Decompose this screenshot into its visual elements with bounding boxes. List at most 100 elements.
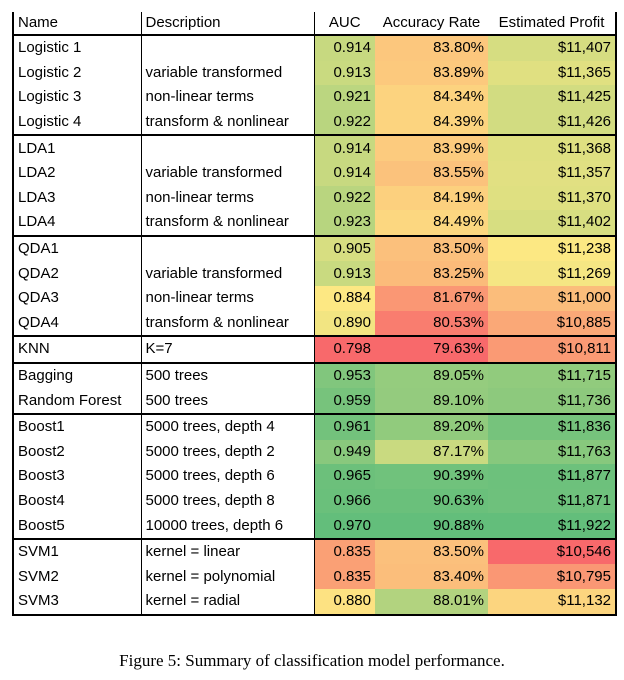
- table-row: Logistic 3 non-linear terms 0.921 84.34% $11…: [12, 85, 617, 110]
- description-cell: transform & nonlinear: [145, 213, 289, 231]
- description-cell: K=7: [141, 335, 314, 363]
- profit-cell: $11,425: [488, 85, 617, 110]
- description-cell: 500 trees: [145, 391, 209, 409]
- model-performance-table: Name Description AUC Accuracy Rate Estim…: [12, 12, 617, 616]
- accuracy-cell: 84.49%: [375, 210, 488, 236]
- accuracy-cell: 84.39%: [375, 109, 488, 136]
- description-cell: non-linear terms: [145, 289, 254, 307]
- auc-cell: 0.959: [313, 388, 375, 414]
- profit-cell: $11,407: [488, 35, 617, 61]
- profit-cell: $11,368: [488, 134, 617, 161]
- accuracy-cell: 90.63%: [375, 488, 488, 514]
- auc-cell: 0.913: [313, 261, 375, 286]
- accuracy-cell: 89.20%: [375, 412, 488, 440]
- accuracy-cell: 90.88%: [375, 513, 488, 539]
- name-cell: KNN: [12, 335, 142, 363]
- auc-cell: 0.905: [313, 234, 375, 262]
- description-cell: kernel = linear: [141, 537, 314, 565]
- profit-cell: $11,238: [488, 234, 617, 262]
- name-cell: Random Forest: [12, 388, 142, 414]
- description-cell: 5000 trees, depth 4: [141, 412, 314, 440]
- auc-cell: 0.914: [313, 160, 375, 186]
- accuracy-cell: 80.53%: [375, 310, 488, 337]
- profit-cell: $11,370: [488, 185, 617, 211]
- name-cell: Boost4: [12, 488, 142, 514]
- table-row: Boost1 5000 trees, depth 4 0.961 89.20% $11,…: [12, 412, 617, 440]
- accuracy-cell: 87.17%: [375, 439, 488, 465]
- accuracy-cell: 88.01%: [375, 589, 488, 616]
- auc-cell: 0.914: [313, 134, 375, 161]
- table-row: Boost4 5000 trees, depth 8 0.966 90.63% $11,…: [12, 488, 617, 514]
- accuracy-cell: 84.19%: [375, 185, 488, 211]
- header-description: Description: [141, 12, 314, 36]
- table-row: QDA3 non-linear terms 0.884 81.67% $11,000: [12, 285, 617, 311]
- profit-cell: $11,000: [488, 285, 617, 311]
- results-table-container: Name Description AUC Accuracy Rate Estim…: [12, 12, 617, 616]
- accuracy-cell: 83.50%: [375, 537, 488, 565]
- profit-cell: $11,715: [488, 361, 617, 389]
- auc-cell: 0.890: [313, 310, 375, 337]
- figure-caption: Figure 5: Summary of classification mode…: [119, 651, 505, 670]
- table-row: Logistic 4 transform & nonlinear 0.922 84.3…: [12, 109, 617, 136]
- profit-cell: $11,836: [488, 412, 617, 440]
- name-cell: SVM1: [12, 537, 142, 565]
- description-cell: kernel = radial: [141, 589, 314, 616]
- profit-cell: $11,871: [488, 488, 617, 514]
- name-cell: SVM3: [12, 589, 142, 616]
- auc-cell: 0.970: [313, 513, 375, 539]
- table-row: Boost3 5000 trees, depth 6 0.965 90.39% $11,…: [12, 464, 617, 489]
- auc-cell: 0.880: [313, 589, 375, 616]
- profit-cell: $11,877: [488, 464, 617, 489]
- accuracy-cell: 79.63%: [375, 335, 488, 363]
- name-cell: LDA2: [12, 160, 142, 186]
- table-row: Bagging 500 trees 0.953 89.05% $11,715: [12, 361, 617, 389]
- auc-cell: 0.949: [313, 439, 375, 465]
- description-cell: transform & nonlinear: [145, 113, 289, 131]
- profit-cell: $10,546: [488, 537, 617, 565]
- auc-cell: 0.953: [313, 361, 375, 389]
- table-row: Boost5 10000 trees, depth 6 0.970 90.88% $11…: [12, 513, 617, 539]
- table-row: SVM3 kernel = radial 0.880 88.01% $11,132: [12, 589, 617, 616]
- table-row: Logistic 2 variable transformed 0.913 83.89…: [12, 60, 617, 86]
- auc-cell: 0.914: [313, 35, 375, 61]
- table-row: QDA4 transform & nonlinear 0.890 80.53% $10,…: [12, 310, 617, 337]
- profit-cell: $10,885: [488, 310, 617, 337]
- profit-cell: $11,132: [488, 589, 617, 616]
- description-cell: non-linear terms: [145, 188, 254, 206]
- accuracy-cell: 83.99%: [375, 134, 488, 161]
- description-cell: variable transformed: [145, 164, 283, 182]
- name-cell: Boost2: [12, 439, 142, 465]
- name-cell: Logistic 2: [12, 60, 142, 86]
- auc-cell: 0.835: [313, 564, 375, 590]
- header-profit: Estimated Profit: [488, 12, 617, 36]
- accuracy-cell: 90.39%: [375, 464, 488, 489]
- name-cell: SVM2: [12, 564, 142, 590]
- name-cell: LDA1: [12, 134, 142, 161]
- name-cell: Logistic 1: [12, 35, 142, 61]
- profit-cell: $11,922: [488, 513, 617, 539]
- name-cell: Bagging: [12, 361, 142, 389]
- profit-cell: $11,763: [488, 439, 617, 465]
- profit-cell: $11,402: [488, 210, 617, 236]
- table-row: SVM2 kernel = polynomial 0.835 83.40% $10,79…: [12, 564, 617, 590]
- accuracy-cell: 89.10%: [375, 388, 488, 414]
- name-cell: Boost5: [12, 513, 142, 539]
- accuracy-cell: 83.80%: [375, 35, 488, 61]
- accuracy-cell: 83.40%: [375, 564, 488, 590]
- table-row: QDA1 0.905 83.50% $11,238: [12, 234, 617, 262]
- description-cell: 5000 trees, depth 2: [145, 442, 275, 460]
- table-row: SVM1 kernel = linear 0.835 83.50% $10,546: [12, 537, 617, 565]
- description-cell: kernel = polynomial: [145, 567, 276, 585]
- description-cell: non-linear terms: [145, 88, 254, 106]
- name-cell: Boost3: [12, 464, 142, 489]
- auc-cell: 0.966: [313, 488, 375, 514]
- auc-cell: 0.922: [313, 109, 375, 136]
- auc-cell: 0.913: [313, 60, 375, 86]
- description-cell: [141, 134, 314, 161]
- description-cell: 5000 trees, depth 6: [145, 467, 275, 485]
- name-cell: QDA4: [12, 310, 142, 337]
- auc-cell: 0.798: [313, 335, 375, 363]
- name-cell: Boost1: [12, 412, 142, 440]
- description-cell: 10000 trees, depth 6: [145, 516, 284, 534]
- name-cell: Logistic 3: [12, 85, 142, 110]
